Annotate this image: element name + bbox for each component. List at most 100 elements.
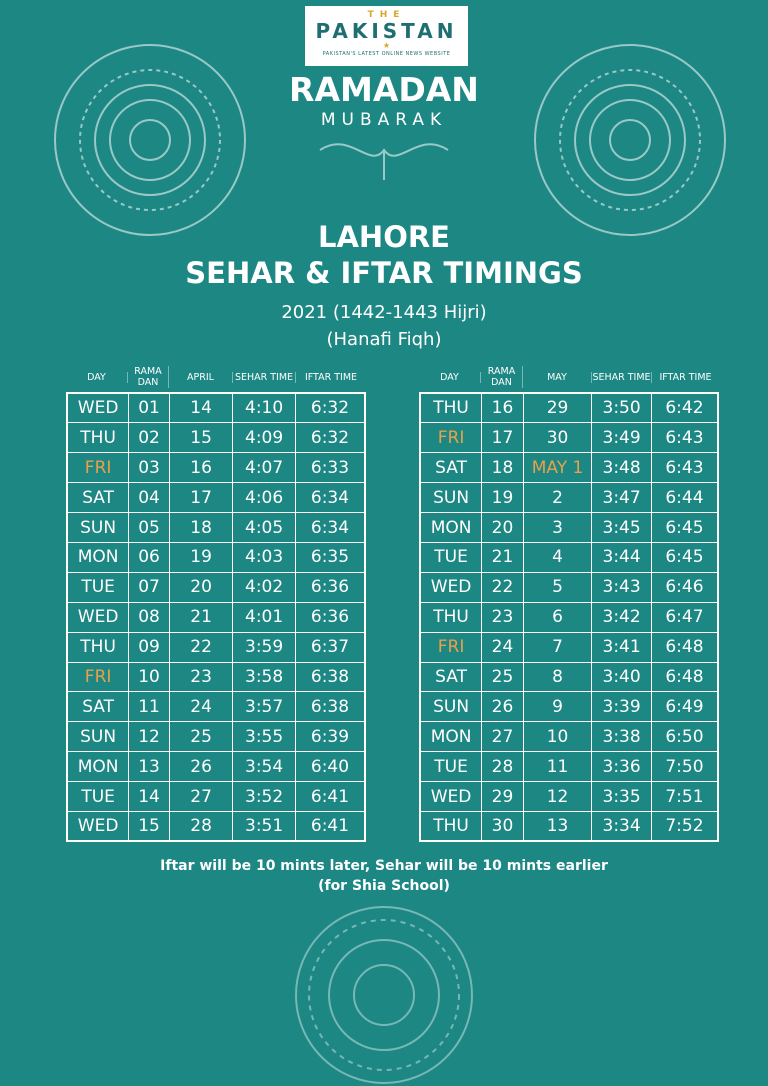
- table-row: TUE 21 4 3:44 6:45: [419, 541, 719, 573]
- table-row: SAT 11 24 3:57 6:38: [66, 691, 366, 723]
- sehar-cell: 3:38: [591, 721, 652, 753]
- ramadan-cell: 11: [128, 691, 170, 723]
- column-header: APRIL: [169, 371, 233, 383]
- day-cell: WED: [66, 810, 130, 842]
- day-cell: MON: [419, 512, 483, 543]
- sehar-cell: 3:48: [591, 452, 652, 484]
- date-cell: 13: [522, 810, 593, 842]
- iftar-cell: 7:52: [650, 810, 719, 842]
- date-cell: 20: [168, 571, 234, 603]
- table-row: WED 29 12 3:35 7:51: [419, 781, 719, 812]
- table-row: SUN 19 2 3:47 6:44: [419, 482, 719, 514]
- day-cell: FRI: [66, 452, 130, 484]
- date-cell: 5: [522, 571, 593, 603]
- iftar-cell: 6:33: [294, 452, 366, 484]
- logo: THE PAKISTAN ★ PAKISTAN'S LATEST ONLINE …: [305, 6, 468, 66]
- ramadan-cell: 19: [481, 482, 524, 514]
- sehar-cell: 3:55: [232, 721, 296, 753]
- iftar-cell: 6:34: [294, 482, 366, 514]
- sehar-cell: 3:45: [591, 512, 652, 543]
- iftar-cell: 6:32: [294, 392, 366, 424]
- sehar-cell: 4:05: [232, 512, 296, 543]
- ramadan-cell: 04: [128, 482, 170, 514]
- iftar-cell: 6:44: [650, 482, 719, 514]
- day-cell: FRI: [419, 422, 483, 454]
- ramadan-cell: 02: [128, 422, 170, 454]
- sehar-cell: 3:51: [232, 810, 296, 842]
- day-cell: MON: [419, 721, 483, 753]
- iftar-cell: 6:32: [294, 422, 366, 454]
- fiqh-subtitle: (Hanafi Fiqh): [326, 329, 442, 350]
- iftar-cell: 6:42: [650, 392, 719, 424]
- table-row: WED 15 28 3:51 6:41: [66, 810, 366, 842]
- date-cell: 25: [168, 721, 234, 753]
- day-cell: SUN: [419, 691, 483, 723]
- sehar-cell: 3:49: [591, 422, 652, 454]
- ramadan-cell: 28: [481, 751, 524, 783]
- sehar-cell: 4:06: [232, 482, 296, 514]
- ramadan-cell: 22: [481, 571, 524, 603]
- ramadan-cell: 30: [481, 810, 524, 842]
- table-row: WED 22 5 3:43 6:46: [419, 571, 719, 603]
- iftar-cell: 6:41: [294, 781, 366, 812]
- day-cell: THU: [419, 392, 483, 424]
- sehar-cell: 4:10: [232, 392, 296, 424]
- date-cell: 29: [522, 392, 593, 424]
- day-cell: SAT: [66, 482, 130, 514]
- iftar-cell: 6:38: [294, 691, 366, 723]
- iftar-cell: 6:46: [650, 571, 719, 603]
- table-row: TUE 07 20 4:02 6:36: [66, 571, 366, 603]
- day-cell: WED: [419, 781, 483, 812]
- timings-table-april: DAY RAMA DAN APRIL SEHAR TIME IFTAR TIME WED 0…: [66, 362, 366, 843]
- footer-note-school: (for Shia School): [318, 878, 450, 894]
- date-cell: 26: [168, 751, 234, 783]
- ramadan-cell: 14: [128, 781, 170, 812]
- table-row: FRI 24 7 3:41 6:48: [419, 631, 719, 663]
- column-header: RAMA DAN: [128, 366, 169, 388]
- sehar-cell: 3:44: [591, 541, 652, 573]
- day-cell: WED: [66, 601, 130, 633]
- day-cell: SAT: [419, 452, 483, 484]
- day-cell: THU: [66, 422, 130, 454]
- sehar-cell: 3:58: [232, 661, 296, 693]
- table-row: THU 02 15 4:09 6:32: [66, 422, 366, 454]
- table-row: WED 01 14 4:10 6:32: [66, 392, 366, 424]
- day-cell: SAT: [419, 661, 483, 693]
- date-cell: 19: [168, 541, 234, 573]
- day-cell: TUE: [419, 751, 483, 783]
- sehar-cell: 3:35: [591, 781, 652, 812]
- day-cell: SUN: [419, 482, 483, 514]
- ramadan-cell: 12: [128, 721, 170, 753]
- sehar-cell: 4:03: [232, 541, 296, 573]
- date-cell: 22: [168, 631, 234, 663]
- date-cell: 21: [168, 601, 234, 633]
- iftar-cell: 6:43: [650, 452, 719, 484]
- ramadan-cell: 20: [481, 512, 524, 543]
- day-cell: SUN: [66, 512, 130, 543]
- sehar-cell: 3:42: [591, 601, 652, 633]
- date-cell: 28: [168, 810, 234, 842]
- table-row: SUN 05 18 4:05 6:34: [66, 512, 366, 543]
- date-cell: 6: [522, 601, 593, 633]
- ramadan-cell: 26: [481, 691, 524, 723]
- table-row: MON 20 3 3:45 6:45: [419, 512, 719, 543]
- column-header: IFTAR TIME: [304, 371, 358, 383]
- sehar-cell: 3:57: [232, 691, 296, 723]
- table-row: SAT 25 8 3:40 6:48: [419, 661, 719, 693]
- iftar-cell: 6:41: [294, 810, 366, 842]
- date-cell: 7: [522, 631, 593, 663]
- page-title: SEHAR & IFTAR TIMINGS: [185, 256, 583, 290]
- day-cell: MON: [66, 751, 130, 783]
- table-header: DAY RAMA DAN MAY SEHAR TIME IFTAR TIME: [419, 362, 719, 392]
- date-cell: 8: [522, 661, 593, 693]
- iftar-cell: 7:51: [650, 781, 719, 812]
- iftar-cell: 6:34: [294, 512, 366, 543]
- date-cell: 24: [168, 691, 234, 723]
- day-cell: TUE: [419, 541, 483, 573]
- iftar-cell: 6:48: [650, 661, 719, 693]
- ramadan-cell: 24: [481, 631, 524, 663]
- star-icon: ★: [382, 41, 391, 50]
- table-row: WED 08 21 4:01 6:36: [66, 601, 366, 633]
- mandala-left-icon: [54, 44, 246, 236]
- day-cell: FRI: [66, 661, 130, 693]
